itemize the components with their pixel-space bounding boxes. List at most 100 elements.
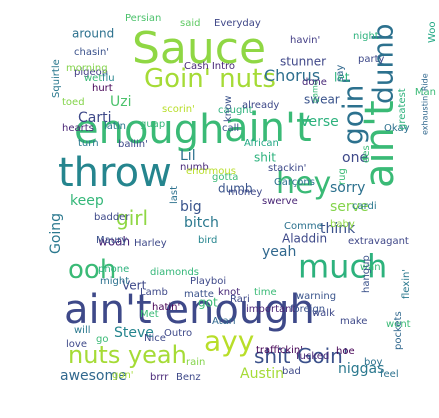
cloud-word: Austin [240, 365, 284, 382]
cloud-word: might [100, 276, 130, 287]
cloud-word: will [74, 325, 91, 336]
cloud-word: important [246, 304, 296, 315]
cloud-word: hurt [92, 83, 113, 94]
cloud-word: phone [98, 264, 130, 275]
cloud-word: Persian [125, 13, 162, 24]
cloud-word: turn [78, 138, 99, 149]
cloud-word: goin' [336, 76, 370, 145]
cloud-word: Sauce [132, 22, 267, 74]
cloud-word: des [361, 145, 372, 163]
cloud-word: numb [180, 162, 209, 173]
cloud-word: ain't [224, 105, 312, 151]
cloud-word: Maury [96, 235, 128, 246]
cloud-word: stackin' [268, 163, 307, 174]
cloud-word: ain't enough [64, 287, 315, 333]
cloud-word: morning [66, 63, 108, 74]
cloud-word: hatin' [152, 302, 181, 313]
cloud-word: rug [337, 168, 348, 185]
cloud-word: chasin' [74, 47, 110, 58]
cloud-word: yeah [262, 243, 297, 260]
cloud-word: Man [414, 87, 436, 98]
cloud-word: Playboi [190, 276, 227, 287]
cloud-word: Cash Intro [184, 61, 236, 72]
cloud-word: gon' [112, 370, 134, 381]
cloud-word: scorin' [162, 104, 195, 115]
cloud-word: enough [74, 107, 225, 153]
cloud-word: hearts [62, 123, 94, 134]
cloud-word: Woo [427, 21, 438, 43]
cloud-word: cardi [352, 201, 377, 212]
cloud-word: know [223, 95, 234, 122]
cloud-word: toed [62, 97, 85, 108]
cloud-word: ballin' [118, 139, 148, 150]
cloud-word: gotta [212, 172, 239, 183]
cloud-word: flu [102, 73, 115, 84]
cloud-word: bitch [184, 214, 219, 231]
cloud-word: time [254, 287, 277, 298]
cloud-word: last [169, 185, 180, 204]
cloud-word: shit [254, 150, 276, 165]
cloud-word: Harley [134, 238, 167, 249]
cloud-word: wet [84, 73, 103, 84]
cloud-word: warning [296, 291, 337, 302]
cloud-word: ooh [68, 255, 117, 286]
cloud-word: stunner [280, 54, 327, 69]
cloud-word: around [72, 26, 115, 41]
cloud-word: let [334, 70, 350, 85]
cloud-word: caught [218, 105, 253, 116]
cloud-word: Chorus [264, 66, 321, 86]
cloud-word: African [244, 138, 279, 149]
cloud-word: girl [116, 206, 149, 230]
cloud-word: havin' [290, 35, 321, 46]
cloud-word: swear [304, 92, 340, 107]
cloud-word: Lamb [140, 287, 168, 298]
cloud-word: feel [380, 369, 399, 380]
cloud-word: Carti [78, 109, 112, 126]
cloud-word: flexin' [401, 268, 412, 299]
cloud-word: pockets [393, 311, 404, 350]
cloud-word: throw [58, 150, 172, 196]
cloud-word: Nice [144, 333, 166, 344]
cloud-word: awesome [60, 367, 127, 384]
cloud-word: pigeon [74, 67, 109, 78]
cloud-word: keep [70, 192, 104, 209]
cloud-word: ayy [204, 324, 255, 358]
cloud-word: nuts yeah [68, 340, 187, 369]
cloud-word: wan' [360, 262, 384, 273]
cloud-word: went [386, 319, 411, 330]
cloud-word: fucked [296, 351, 330, 362]
cloud-word: greatest [397, 88, 408, 130]
cloud-word: Squirtle [51, 59, 62, 98]
cloud-word: party [358, 54, 385, 65]
cloud-word: done [302, 77, 327, 88]
cloud-word: call [222, 123, 240, 134]
cloud-word: big [180, 198, 202, 215]
cloud-word: make [340, 316, 368, 327]
cloud-word: traffickin' [256, 345, 303, 356]
cloud-word: diamonds [150, 267, 200, 278]
cloud-word: baby [330, 219, 355, 230]
cloud-word: Going [47, 212, 64, 254]
cloud-word: brrr [150, 372, 169, 383]
cloud-word: swerve [262, 196, 298, 207]
cloud-word: Atari [212, 316, 236, 327]
cloud-word: shit Goin' [254, 344, 349, 368]
cloud-word: Vert [122, 278, 147, 293]
cloud-word: matte [184, 289, 214, 300]
cloud-word: much [298, 247, 388, 286]
cloud-word: rain [186, 357, 206, 368]
cloud-word: night [353, 31, 379, 42]
cloud-word: boy [364, 357, 383, 368]
cloud-word: walk [312, 308, 335, 319]
cloud-word: enormous [186, 166, 236, 177]
cloud-word: Goin' nuts [144, 64, 276, 95]
cloud-word: knot [218, 287, 241, 298]
cloud-word: love [66, 339, 87, 350]
cloud-word: latin [104, 121, 126, 132]
cloud-word: already [242, 100, 280, 111]
cloud-word: guap [140, 119, 166, 130]
cloud-word: said [180, 18, 201, 29]
cloud-word: hangup [361, 255, 372, 293]
cloud-word: exhaustin' Ride [420, 73, 430, 135]
